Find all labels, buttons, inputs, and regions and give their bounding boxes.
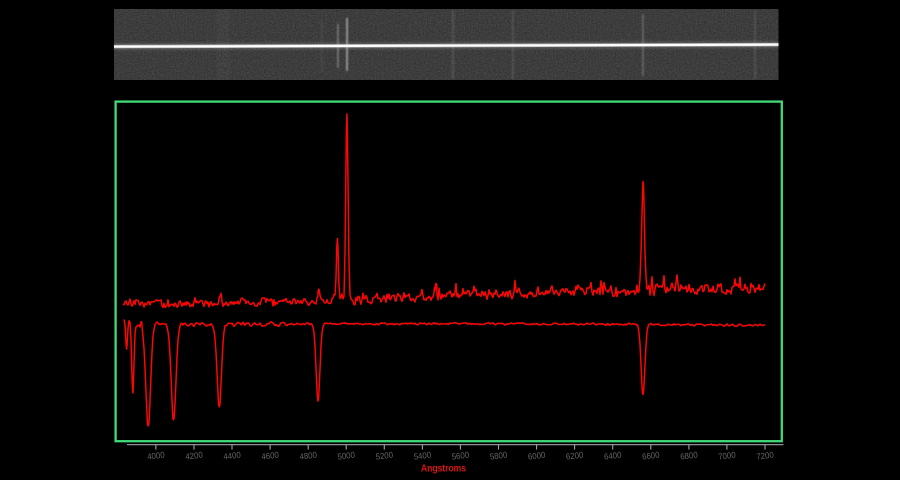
svg-text:5200: 5200 — [375, 450, 394, 462]
svg-text:7000: 7000 — [718, 450, 737, 462]
svg-text:5000: 5000 — [337, 450, 356, 462]
svg-text:6400: 6400 — [603, 450, 622, 462]
svg-text:4800: 4800 — [299, 450, 318, 462]
svg-text:6800: 6800 — [680, 450, 699, 462]
svg-text:7200: 7200 — [756, 450, 775, 462]
svg-text:5400: 5400 — [413, 450, 432, 462]
svg-text:5800: 5800 — [489, 450, 508, 462]
svg-text:5600: 5600 — [451, 450, 470, 462]
svg-text:4000: 4000 — [147, 450, 166, 462]
svg-text:6200: 6200 — [565, 450, 584, 462]
svg-text:4200: 4200 — [185, 450, 204, 462]
svg-text:4600: 4600 — [261, 450, 280, 462]
svg-text:4400: 4400 — [223, 450, 242, 462]
svg-text:6000: 6000 — [527, 450, 546, 462]
svg-text:6600: 6600 — [642, 450, 661, 462]
svg-text:Angstroms: Angstroms — [421, 463, 466, 474]
